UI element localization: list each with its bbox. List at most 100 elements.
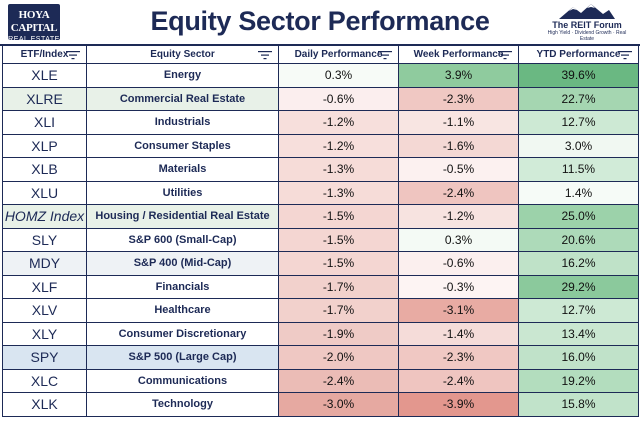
week-performance-cell: 3.9%	[398, 63, 519, 88]
daily-performance-cell: -3.0%	[278, 392, 399, 417]
ytd-performance-cell: 39.6%	[518, 63, 639, 88]
daily-performance-cell: -2.0%	[278, 345, 399, 370]
week-performance-cell: -2.4%	[398, 368, 519, 393]
ytd-performance-cell: 20.6%	[518, 227, 639, 252]
table-header-row: ETF/Index Equity Sector Daily Performanc…	[2, 45, 639, 64]
week-performance-cell: -1.6%	[398, 133, 519, 158]
week-performance-cell: -0.6%	[398, 251, 519, 276]
column-label: Daily Performance	[294, 49, 383, 60]
sector-cell: Communications	[86, 368, 279, 393]
column-header-etf[interactable]: ETF/Index	[2, 45, 87, 64]
ytd-performance-cell: 16.0%	[518, 345, 639, 370]
column-header-week[interactable]: Week Performance	[398, 45, 519, 64]
week-performance-cell: -2.4%	[398, 180, 519, 205]
mountain-icon	[559, 4, 615, 19]
etf-cell: XLE	[2, 63, 87, 88]
sector-cell: Materials	[86, 157, 279, 182]
etf-cell: SLY	[2, 227, 87, 252]
daily-performance-cell: -1.2%	[278, 133, 399, 158]
daily-performance-cell: -1.5%	[278, 251, 399, 276]
sector-cell: S&P 500 (Large Cap)	[86, 345, 279, 370]
logo-right-line1: The REIT Forum	[552, 20, 622, 30]
filter-icon[interactable]	[498, 50, 512, 60]
column-header-daily[interactable]: Daily Performance	[278, 45, 399, 64]
page-title: Equity Sector Performance	[150, 6, 490, 36]
daily-performance-cell: -1.9%	[278, 321, 399, 346]
filter-icon[interactable]	[618, 50, 632, 60]
reit-forum-logo: The REIT Forum High Yield · Dividend Gro…	[540, 2, 634, 42]
daily-performance-cell: -0.6%	[278, 86, 399, 111]
column-label: Equity Sector	[150, 49, 215, 60]
sector-cell: Financials	[86, 274, 279, 299]
table-row: XLY Consumer Discretionary -1.9% -1.4% 13.4%	[2, 321, 639, 346]
etf-cell: MDY	[2, 251, 87, 276]
filter-icon[interactable]	[378, 50, 392, 60]
table-row: SLY S&P 600 (Small-Cap) -1.5% 0.3% 20.6%	[2, 227, 639, 252]
table-row: XLP Consumer Staples -1.2% -1.6% 3.0%	[2, 133, 639, 158]
logo-left-line2: REAL ESTATE	[8, 36, 60, 43]
daily-performance-cell: -1.2%	[278, 110, 399, 135]
ytd-performance-cell: 16.2%	[518, 251, 639, 276]
sector-cell: Housing / Residential Real Estate	[86, 204, 279, 229]
table-row: XLU Utilities -1.3% -2.4% 1.4%	[2, 180, 639, 205]
filter-icon[interactable]	[258, 50, 272, 60]
column-header-sector[interactable]: Equity Sector	[86, 45, 279, 64]
week-performance-cell: 0.3%	[398, 227, 519, 252]
sector-cell: Energy	[86, 63, 279, 88]
table-row: XLE Energy 0.3% 3.9% 39.6%	[2, 63, 639, 88]
table-row: XLV Healthcare -1.7% -3.1% 12.7%	[2, 298, 639, 323]
ytd-performance-cell: 29.2%	[518, 274, 639, 299]
table-row: XLF Financials -1.7% -0.3% 29.2%	[2, 274, 639, 299]
etf-cell: XLC	[2, 368, 87, 393]
table-row: HOMZ Index Housing / Residential Real Est…	[2, 204, 639, 229]
etf-cell: XLB	[2, 157, 87, 182]
week-performance-cell: -2.3%	[398, 345, 519, 370]
week-performance-cell: -2.3%	[398, 86, 519, 111]
table-row: XLI Industrials -1.2% -1.1% 12.7%	[2, 110, 639, 135]
ytd-performance-cell: 11.5%	[518, 157, 639, 182]
sector-cell: Consumer Discretionary	[86, 321, 279, 346]
etf-cell: XLI	[2, 110, 87, 135]
week-performance-cell: -0.5%	[398, 157, 519, 182]
sector-cell: Healthcare	[86, 298, 279, 323]
sector-cell: S&P 400 (Mid-Cap)	[86, 251, 279, 276]
table-row: XLC Communications -2.4% -2.4% 19.2%	[2, 368, 639, 393]
performance-table: ETF/Index Equity Sector Daily Performanc…	[2, 45, 639, 417]
table-body: XLE Energy 0.3% 3.9% 39.6% XLRE Commercial Rea…	[2, 63, 639, 417]
sector-cell: S&P 600 (Small-Cap)	[86, 227, 279, 252]
logo-left-line1: HOYA CAPITAL	[10, 9, 58, 34]
sector-cell: Industrials	[86, 110, 279, 135]
etf-cell: XLU	[2, 180, 87, 205]
daily-performance-cell: -1.7%	[278, 274, 399, 299]
ytd-performance-cell: 25.0%	[518, 204, 639, 229]
etf-cell: XLV	[2, 298, 87, 323]
ytd-performance-cell: 12.7%	[518, 298, 639, 323]
etf-cell: XLY	[2, 321, 87, 346]
header-bar: HOYA CAPITAL REAL ESTATE Equity Sector P…	[0, 0, 640, 46]
table-row: XLRE Commercial Real Estate -0.6% -2.3% 22.7…	[2, 86, 639, 111]
performance-table-wrap: ETF/Index Equity Sector Daily Performanc…	[2, 45, 639, 417]
week-performance-cell: -0.3%	[398, 274, 519, 299]
ytd-performance-cell: 1.4%	[518, 180, 639, 205]
sector-cell: Technology	[86, 392, 279, 417]
table-row: SPY S&P 500 (Large Cap) -2.0% -2.3% 16.0%	[2, 345, 639, 370]
daily-performance-cell: 0.3%	[278, 63, 399, 88]
daily-performance-cell: -1.3%	[278, 180, 399, 205]
sector-cell: Commercial Real Estate	[86, 86, 279, 111]
week-performance-cell: -1.1%	[398, 110, 519, 135]
column-header-ytd[interactable]: YTD Performance	[518, 45, 639, 64]
column-label: Week Performance	[413, 49, 504, 60]
etf-cell: XLRE	[2, 86, 87, 111]
filter-icon[interactable]	[66, 50, 80, 60]
week-performance-cell: -1.4%	[398, 321, 519, 346]
ytd-performance-cell: 13.4%	[518, 321, 639, 346]
daily-performance-cell: -1.7%	[278, 298, 399, 323]
column-label: ETF/Index	[20, 49, 69, 60]
week-performance-cell: -3.1%	[398, 298, 519, 323]
etf-cell: HOMZ Index	[2, 204, 87, 229]
daily-performance-cell: -2.4%	[278, 368, 399, 393]
sector-cell: Consumer Staples	[86, 133, 279, 158]
week-performance-cell: -1.2%	[398, 204, 519, 229]
etf-cell: XLP	[2, 133, 87, 158]
